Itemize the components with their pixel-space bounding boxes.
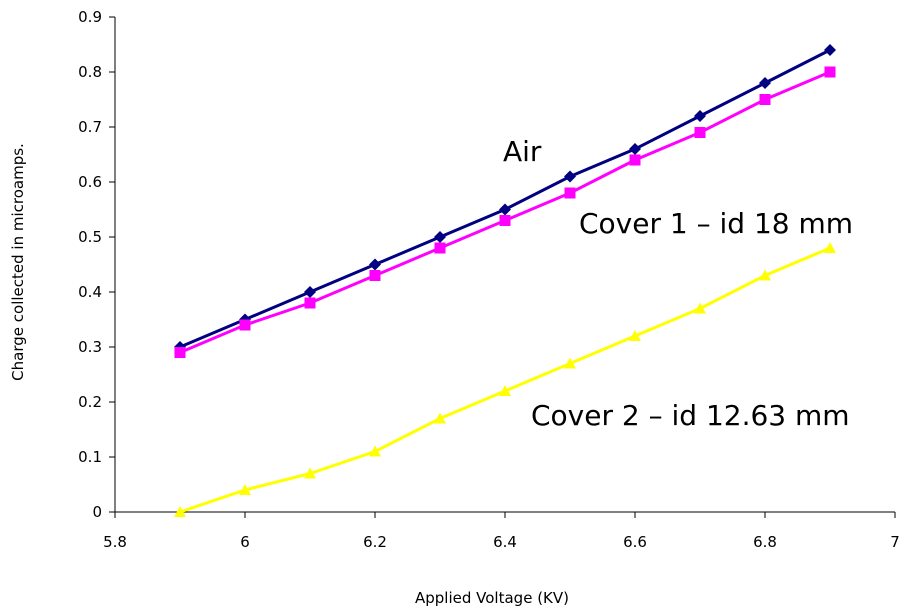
- y-tick-label: 0.6: [78, 173, 102, 191]
- x-tick-label: 6.2: [363, 533, 387, 551]
- data-point: [629, 330, 641, 341]
- data-point: [564, 170, 576, 183]
- y-tick-label: 0.8: [78, 63, 102, 81]
- data-point: [174, 347, 186, 358]
- x-axis-title: Applied Voltage (KV): [415, 589, 569, 607]
- series-0: [174, 44, 836, 353]
- y-tick-label: 0.9: [78, 8, 102, 26]
- y-tick-label: 0.7: [78, 118, 102, 136]
- data-point: [694, 110, 706, 122]
- x-tick-label: 6.6: [623, 533, 647, 551]
- data-point: [434, 412, 446, 424]
- series-2: [174, 242, 836, 517]
- series-line: [179, 246, 831, 514]
- data-point: [369, 258, 381, 271]
- data-point: [499, 203, 511, 216]
- data-point: [759, 269, 771, 281]
- data-point: [434, 231, 446, 243]
- data-point: [239, 319, 251, 331]
- data-point: [629, 154, 641, 166]
- series-label-air: Air: [503, 135, 542, 168]
- data-point: [304, 286, 316, 298]
- y-tick-label: 0.5: [78, 228, 102, 246]
- data-point: [499, 385, 511, 396]
- data-point: [629, 143, 641, 155]
- axes: [114, 17, 895, 513]
- data-point: [434, 242, 446, 254]
- series-line: [179, 48, 831, 349]
- series-layer: [174, 44, 836, 517]
- data-point: [174, 506, 186, 517]
- data-point: [564, 187, 576, 199]
- y-tick-label: 0.1: [78, 448, 102, 466]
- data-point: [759, 77, 771, 89]
- data-point: [759, 94, 771, 105]
- x-tick-label: 6.4: [493, 533, 517, 551]
- x-tick-label: 5.8: [103, 533, 127, 551]
- series-labels: Air Cover 1 – id 18 mm Cover 2 – id 12.6…: [503, 135, 853, 432]
- y-tick-label: 0.2: [78, 393, 102, 411]
- data-point: [304, 297, 316, 309]
- data-point: [499, 215, 511, 226]
- ticks: 0 0.1 0.2 0.3 0.4 0.5 0.6 0.7 0.8 0.9 5.8 6 6.2 6.4 6.…: [78, 8, 900, 551]
- data-point: [824, 66, 836, 78]
- series-label-cover-1: Cover 1 – id 18 mm: [579, 207, 853, 240]
- y-tick-label: 0.3: [78, 338, 102, 356]
- y-tick-label: 0.4: [78, 283, 102, 301]
- x-tick-label: 7: [890, 533, 900, 551]
- data-point: [369, 270, 381, 281]
- data-point: [369, 445, 381, 457]
- data-point: [304, 467, 316, 479]
- x-tick-label: 6: [240, 533, 250, 551]
- data-point: [694, 302, 706, 314]
- data-point: [824, 44, 836, 56]
- y-axis-title: Charge collected in microamps.: [9, 143, 27, 381]
- data-point: [239, 484, 251, 495]
- y-tick-label: 0: [92, 503, 102, 521]
- data-point: [824, 242, 836, 253]
- series-label-cover-2: Cover 2 – id 12.63 mm: [531, 399, 850, 432]
- series-1: [174, 66, 836, 358]
- data-point: [694, 127, 706, 138]
- x-tick-label: 6.8: [753, 533, 777, 551]
- data-point: [564, 357, 576, 369]
